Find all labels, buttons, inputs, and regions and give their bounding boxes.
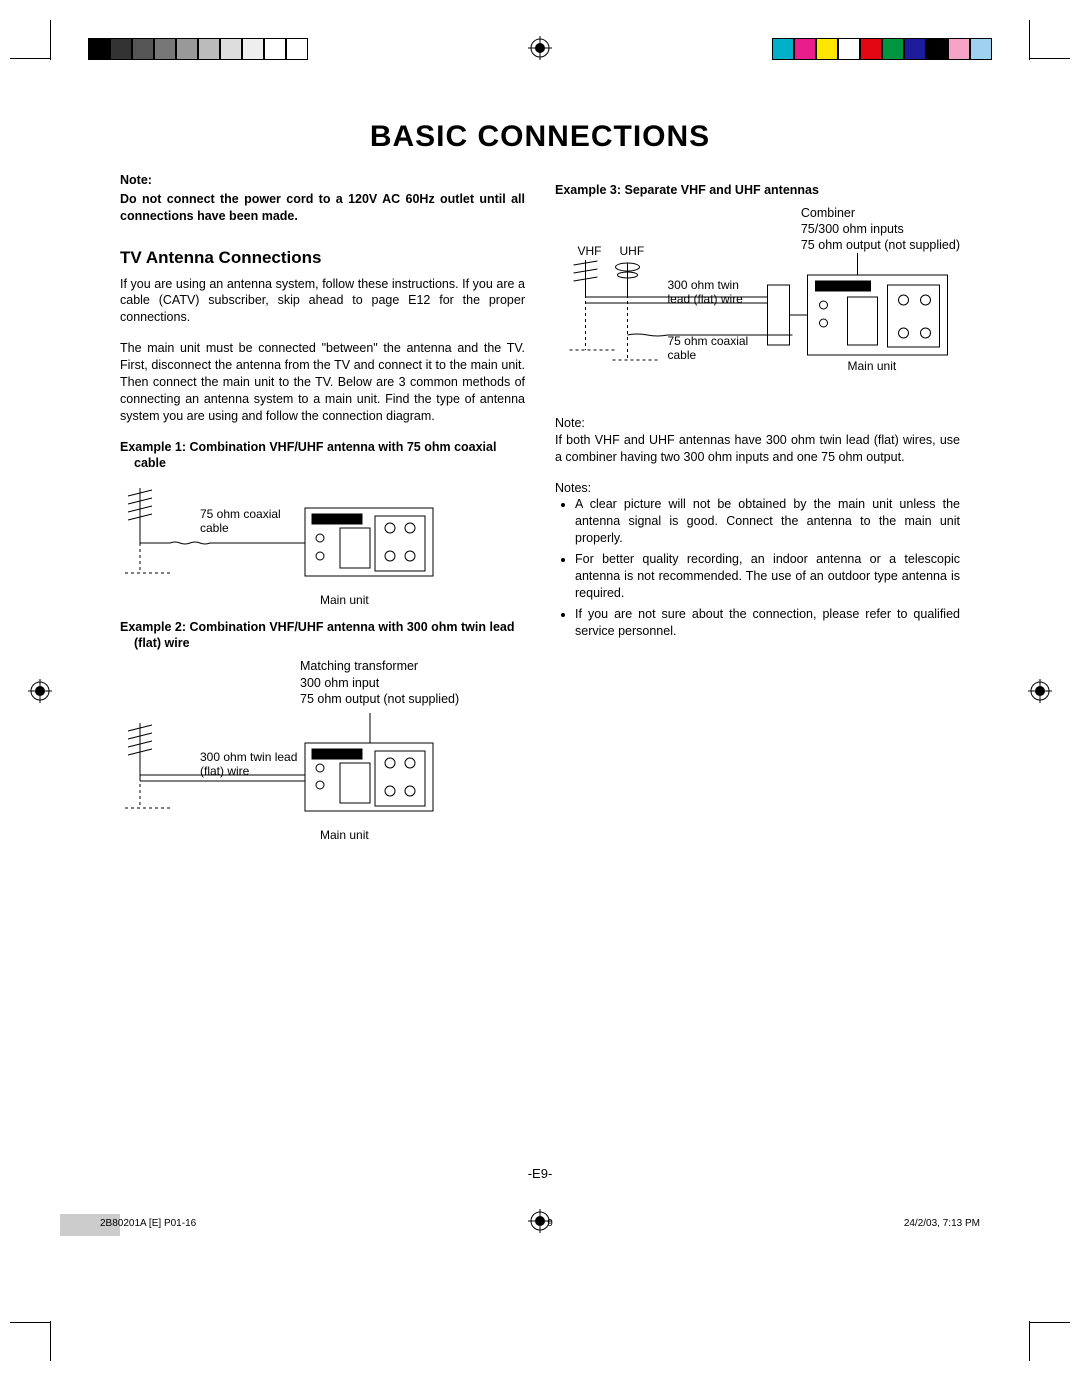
svg-text:300 ohm twinlead (flat) wire: 300 ohm twinlead (flat) wire xyxy=(668,278,744,306)
registration-mark-top xyxy=(528,36,552,60)
example1-diagram: 75 ohm coaxialcable xyxy=(120,478,440,588)
svg-text:75 ohm coaxialcable: 75 ohm coaxialcable xyxy=(668,334,749,362)
diagram-label: 75 ohm coaxialcable xyxy=(200,507,281,535)
section-heading: TV Antenna Connections xyxy=(120,247,525,270)
notes-list: A clear picture will not be obtained by … xyxy=(571,496,960,639)
note2-body: If both VHF and UHF antennas have 300 oh… xyxy=(555,432,960,466)
page-number: -E9- xyxy=(0,1166,1080,1181)
example2-title: Example 2: Combination VHF/UHF antenna w… xyxy=(120,619,525,653)
paragraph: The main unit must be connected "between… xyxy=(120,340,525,424)
note2-label: Note: xyxy=(555,415,960,432)
notes-label: Notes: xyxy=(555,480,960,497)
registration-mark-left xyxy=(28,679,52,703)
color-bar-right xyxy=(772,38,992,60)
svg-text:300 ohm twin lead(flat) wire: 300 ohm twin lead(flat) wire xyxy=(200,750,297,778)
footer-line: 2B80201A [E] P01-16 9 24/2/03, 7:13 PM xyxy=(100,1218,980,1229)
page-content: BASIC CONNECTIONS Note: Do not connect t… xyxy=(120,120,960,1181)
example2-caption: Main unit xyxy=(320,827,525,843)
registration-mark-right xyxy=(1028,679,1052,703)
example1-caption: Main unit xyxy=(320,592,525,608)
color-bar-left xyxy=(88,38,308,60)
example3-title: Example 3: Separate VHF and UHF antennas xyxy=(555,182,960,199)
list-item: If you are not sure about the connection… xyxy=(575,606,960,640)
page-title: BASIC CONNECTIONS xyxy=(120,120,960,154)
example3-diagram: Combiner 75/300 ohm inputs 75 ohm output… xyxy=(555,205,960,395)
example2-transformer-labels: Matching transformer 300 ohm input 75 oh… xyxy=(300,658,525,707)
right-column: Example 3: Separate VHF and UHF antennas… xyxy=(555,172,960,853)
paragraph: If you are using an antenna system, foll… xyxy=(120,276,525,327)
svg-text:Main unit: Main unit xyxy=(848,359,897,373)
list-item: A clear picture will not be obtained by … xyxy=(575,496,960,547)
example1-title: Example 1: Combination VHF/UHF antenna w… xyxy=(120,439,525,473)
svg-text:UHF: UHF xyxy=(620,244,645,258)
note-body: Do not connect the power cord to a 120V … xyxy=(120,191,525,225)
svg-text:VHF: VHF xyxy=(578,244,602,258)
note-label: Note: xyxy=(120,172,525,189)
example2-diagram: 300 ohm twin lead(flat) wire xyxy=(120,713,440,823)
list-item: For better quality recording, an indoor … xyxy=(575,551,960,602)
left-column: Note: Do not connect the power cord to a… xyxy=(120,172,525,853)
